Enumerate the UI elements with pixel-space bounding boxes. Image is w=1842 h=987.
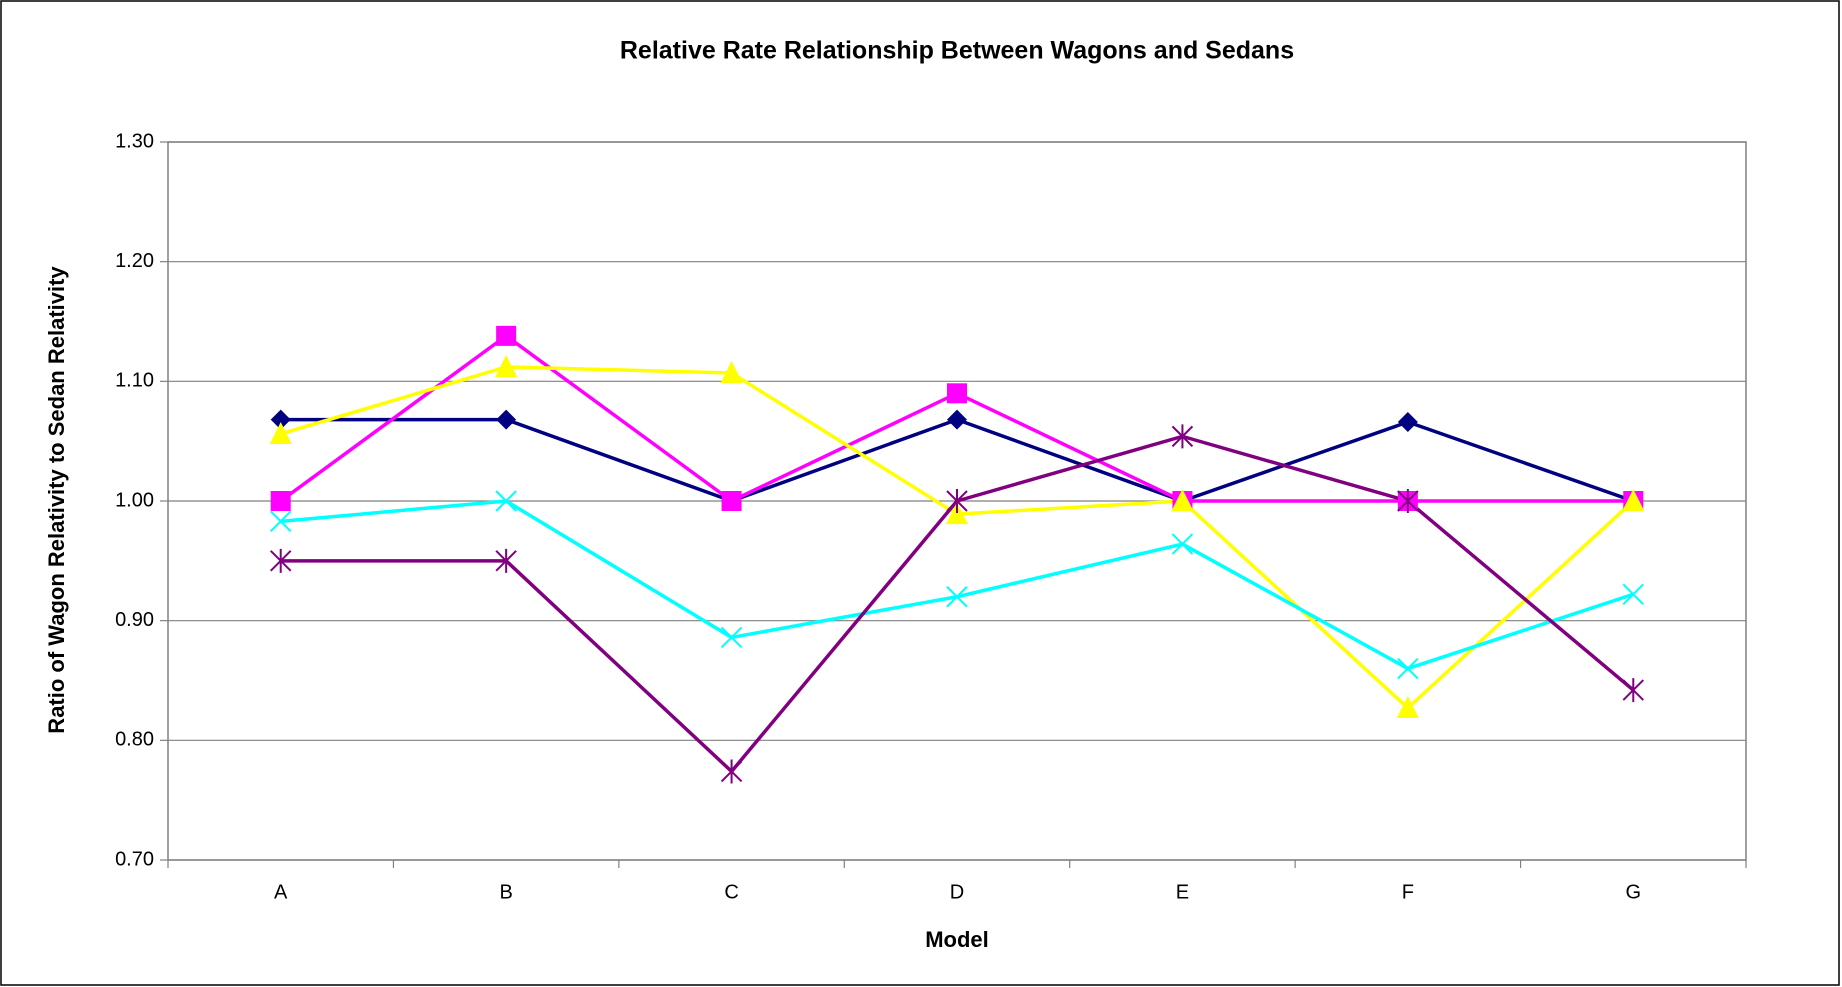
marker: [946, 489, 968, 513]
x-tick-label: G: [1626, 881, 1642, 903]
y-tick-label: 0.70: [115, 848, 154, 870]
x-tick-label: E: [1176, 881, 1189, 903]
marker: [720, 360, 743, 383]
x-tick-label: D: [950, 881, 964, 903]
marker: [721, 491, 742, 511]
marker: [946, 586, 968, 608]
marker: [270, 510, 292, 533]
marker: [270, 491, 291, 511]
marker: [496, 325, 517, 346]
marker: [495, 354, 518, 377]
marker: [947, 409, 967, 430]
y-axis-title: Ratio of Wagon Relativity to Sedan Relat…: [44, 266, 69, 734]
x-tick-label: F: [1402, 881, 1414, 903]
marker: [1397, 657, 1419, 680]
marker: [1171, 424, 1194, 449]
x-tick-label: A: [274, 881, 288, 903]
marker: [1622, 583, 1644, 606]
marker: [1622, 489, 1645, 511]
y-tick-label: 0.90: [115, 609, 154, 631]
marker: [495, 548, 517, 573]
marker: [946, 502, 968, 525]
marker: [720, 626, 743, 649]
x-tick-label: B: [499, 881, 512, 903]
x-tick-label: C: [724, 881, 738, 903]
marker: [270, 409, 291, 430]
marker: [1622, 678, 1644, 703]
y-tick-label: 0.80: [115, 729, 154, 751]
marker: [720, 759, 743, 784]
marker: [496, 409, 517, 430]
marker: [1171, 533, 1194, 555]
y-tick-label: 1.30: [115, 130, 154, 152]
marker: [1397, 412, 1418, 433]
marker: [947, 383, 967, 404]
marker: [1171, 489, 1194, 511]
marker: [270, 548, 292, 573]
marker: [269, 421, 292, 444]
y-tick-label: 1.20: [115, 250, 154, 272]
marker: [1396, 696, 1419, 719]
marker: [1397, 489, 1419, 513]
x-axis-title: Model: [925, 927, 989, 952]
y-tick-label: 1.10: [115, 370, 154, 392]
y-tick-label: 1.00: [115, 489, 154, 511]
marker: [495, 490, 517, 512]
chart-title: Relative Rate Relationship Between Wagon…: [620, 37, 1294, 65]
